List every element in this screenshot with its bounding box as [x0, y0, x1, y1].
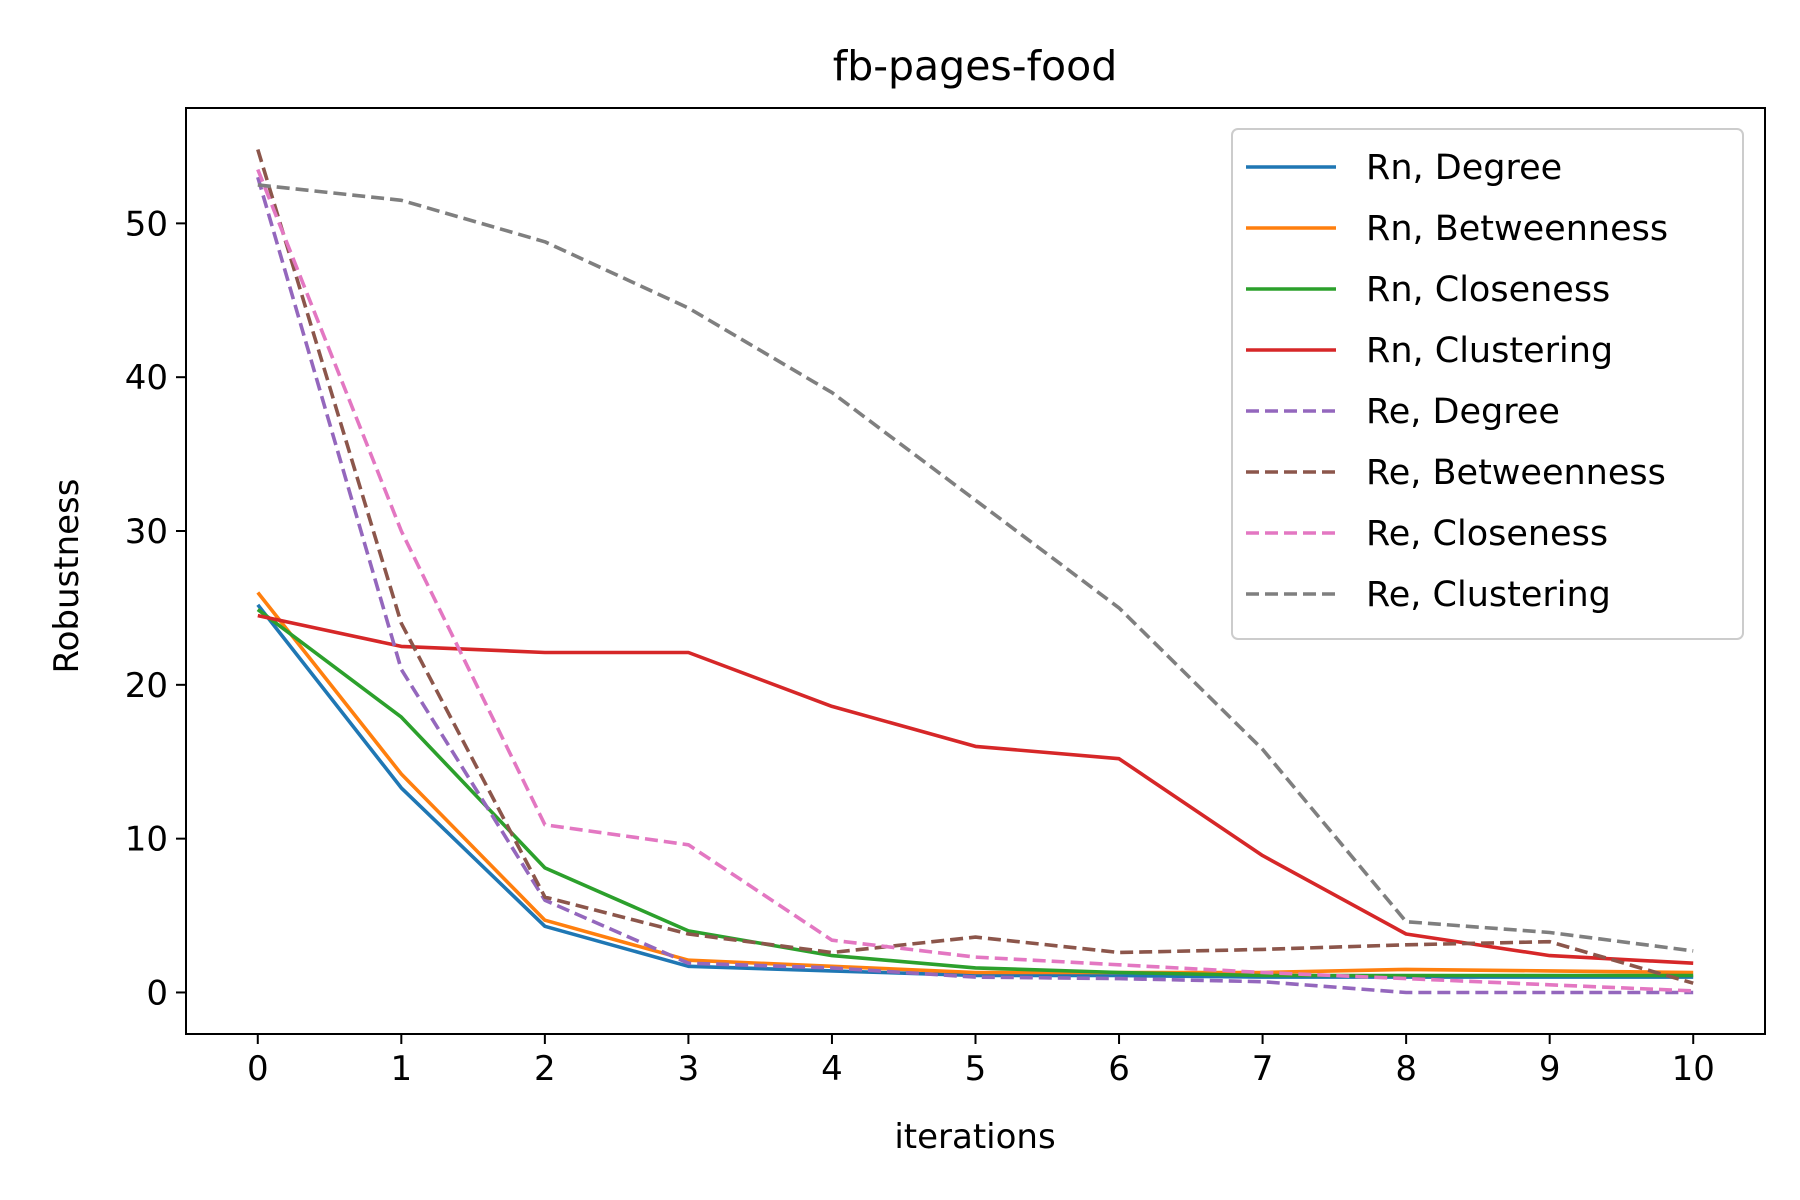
legend-label: Rn, Clustering	[1366, 331, 1613, 371]
legend-label: Re, Clustering	[1366, 575, 1611, 615]
chart-title: fb-pages-food	[833, 42, 1117, 90]
y-tick-label: 0	[146, 973, 168, 1013]
legend-label: Rn, Closeness	[1366, 270, 1610, 310]
legend: Rn, Degree Rn, Betweenness Rn, Closeness Rn…	[1231, 128, 1744, 640]
legend-label: Rn, Degree	[1366, 148, 1562, 188]
series-line-re-closeness	[256, 168, 1694, 993]
x-tick-label: 5	[965, 1049, 987, 1089]
plot-frame	[185, 107, 1766, 1035]
series-layer	[256, 148, 1694, 995]
x-tick-label: 6	[1108, 1049, 1130, 1089]
x-axis-label: iterations	[894, 1117, 1055, 1157]
x-tick-label: 7	[1252, 1049, 1274, 1089]
legend-box	[1231, 128, 1744, 640]
y-tick-label: 50	[125, 204, 168, 244]
legend-label: Re, Betweenness	[1366, 453, 1666, 493]
ticks-layer: 0 1 2 3 4 5 6 7 8 9 10 0 10 20 30 40 50	[125, 204, 1715, 1089]
series-line-re-clustering	[257, 183, 1694, 953]
x-tick-label: 1	[390, 1049, 412, 1089]
x-tick-label: 3	[678, 1049, 700, 1089]
legend-label: Rn, Betweenness	[1366, 209, 1668, 249]
legend-label: Re, Closeness	[1366, 514, 1608, 554]
series-line-rn-clustering	[257, 613, 1694, 965]
x-tick-label: 4	[821, 1049, 843, 1089]
x-tick-label: 2	[534, 1049, 556, 1089]
series-line-re-betweenness	[256, 148, 1694, 985]
series-line-rn-betweenness	[256, 591, 1694, 975]
x-tick-label: 0	[247, 1049, 269, 1089]
x-tick-label: 9	[1539, 1049, 1561, 1089]
series-line-rn-closeness	[256, 608, 1694, 978]
x-tick-label: 10	[1672, 1049, 1715, 1089]
y-tick-label: 20	[125, 666, 168, 706]
y-tick-label: 10	[125, 820, 168, 860]
y-axis-label: Robustness	[47, 479, 87, 674]
y-tick-label: 30	[125, 512, 168, 552]
y-tick-label: 40	[125, 358, 168, 398]
legend-label: Re, Degree	[1366, 392, 1560, 432]
series-line-re-degree	[256, 176, 1694, 995]
x-tick-label: 8	[1395, 1049, 1417, 1089]
